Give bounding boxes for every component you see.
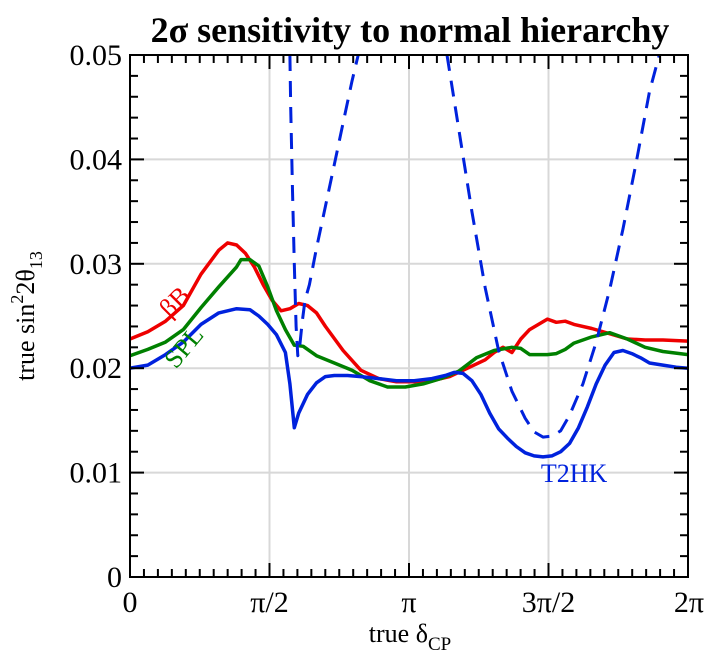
y-tick-label: 0.05: [70, 39, 123, 72]
dashed-series-line: [445, 55, 661, 439]
x-tick-label: π/2: [250, 586, 288, 619]
chart-title: 2σ sensitivity to normal hierarchy: [151, 10, 670, 50]
y-axis-label-sup: 2: [7, 295, 27, 304]
plot-area: [130, 55, 688, 459]
y-tick-label: 0.02: [70, 352, 123, 385]
series-label-βb: βB: [154, 281, 196, 323]
y-axis-label-pre: true sin: [11, 304, 40, 381]
y-tick-label: 0.03: [70, 248, 123, 281]
y-axis-label: true sin22θ13: [7, 251, 46, 381]
x-tick-label: 2π: [674, 586, 704, 619]
series-line-spl: [130, 257, 688, 389]
y-tick-labels: 0 0.01 0.02 0.03 0.04 0.05: [70, 39, 123, 594]
y-tick-label: 0.04: [70, 143, 123, 176]
x-tick-labels: 0 π/2 π 3π/2 2π: [123, 586, 705, 619]
x-tick-label: π: [401, 586, 416, 619]
x-axis-label-sub: CP: [428, 634, 451, 655]
axis-ticks: [129, 54, 689, 578]
dashed-series-line: [288, 55, 360, 358]
series-label-t2hk: T2HK: [541, 459, 608, 488]
grid: [130, 55, 688, 577]
series-label-spl: SPL: [158, 321, 209, 374]
x-axis-label: true δCP: [369, 619, 451, 655]
y-axis-label-mid: 2θ: [11, 269, 40, 294]
y-tick-label: 0: [107, 561, 122, 594]
y-tick-label: 0.01: [70, 457, 123, 490]
x-tick-label: 3π/2: [522, 586, 575, 619]
x-axis-label-main: true δ: [369, 619, 428, 648]
y-axis-label-sub: 13: [26, 251, 46, 269]
x-tick-label: 0: [123, 586, 138, 619]
series-line-t2hk: [130, 306, 688, 459]
